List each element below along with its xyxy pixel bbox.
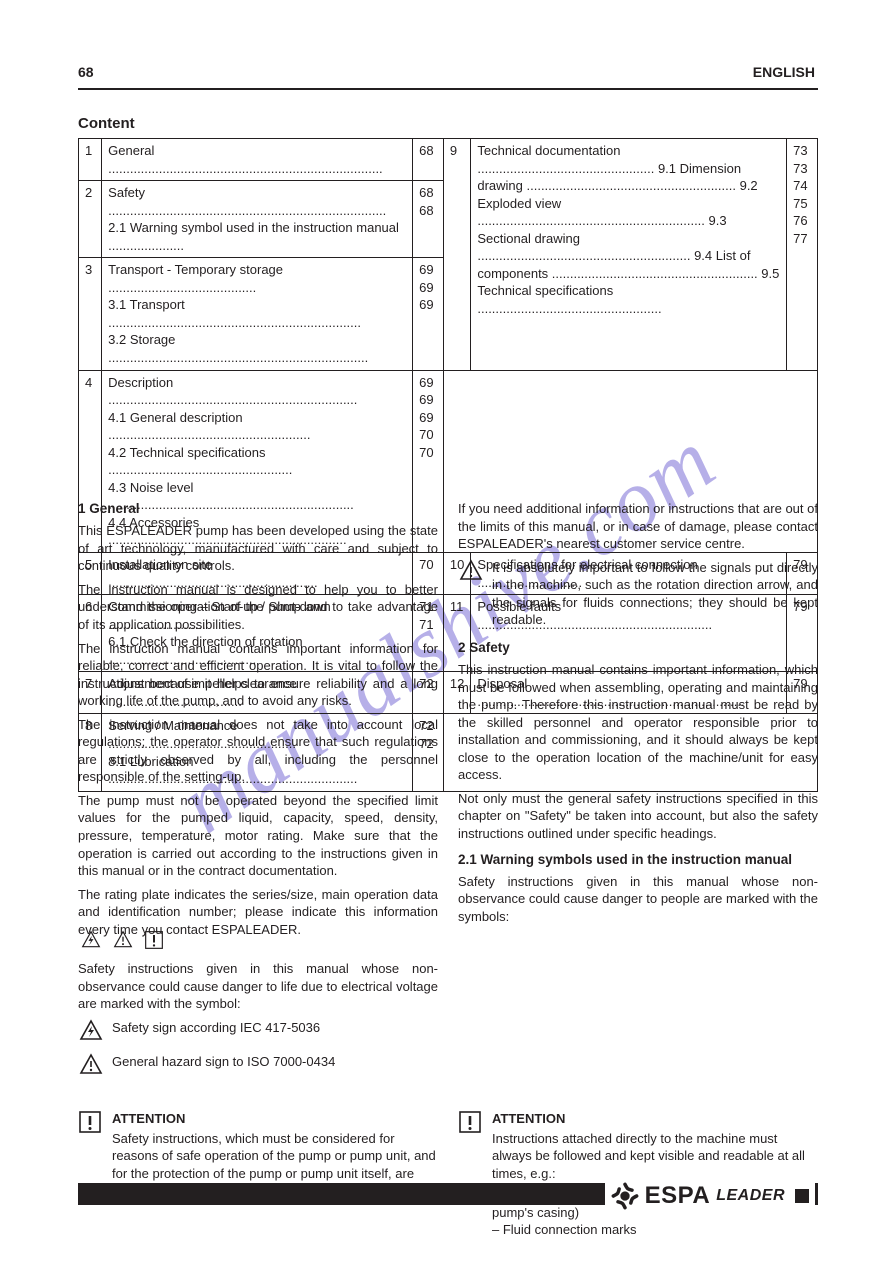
paragraph: The instruction manual is designed to he… [78,581,438,634]
warning-text: It is absolutely important to follow the… [492,559,818,629]
section-title: 1 General [78,500,438,518]
attention-icon [142,930,166,950]
toc-page: 68 68 [413,181,444,258]
paragraph: The instruction manual does not take int… [78,716,438,786]
toc-num: 9 [443,139,470,371]
paragraph [78,930,438,950]
attention-icon [78,1110,102,1134]
page-number: 68 [78,64,94,80]
icon-caption: Safety sign according IEC 417-5036 [112,1019,438,1037]
attention-block-right: ATTENTION Instructions attached directly… [458,1110,818,1239]
paragraph: The pump must not be operated beyond the… [78,792,438,880]
toc-text: Safety .................................… [102,181,413,258]
attention-icon [458,1110,482,1134]
paragraph: Not only must the general safety instruc… [458,790,818,843]
brand-tagline: LEADER [716,1187,785,1205]
section-general-cont: If you need additional information or in… [458,500,818,931]
warning-icon [458,559,484,583]
toc-text: Technical documentation ................… [471,139,787,371]
toc-page: 68 [413,139,444,181]
attention-label: ATTENTION [492,1110,818,1128]
espa-swirl-icon [611,1182,639,1210]
brand-name: ESPA [645,1182,711,1210]
language-label: ENGLISH [753,64,815,80]
warning-icon [78,1053,104,1077]
toc-text: Transport - Temporary storage ..........… [102,258,413,370]
toc-num: 2 [79,181,102,258]
paragraph: Safety instructions given in this manual… [458,873,818,926]
warning-icon [110,930,136,950]
toc-page: 69 69 69 [413,258,444,370]
toc-num: 1 [79,139,102,181]
section-general: 1 General This ESPALEADER pump has been … [78,500,438,944]
attention-label: ATTENTION [112,1110,438,1128]
electric-hazard-icon [78,1019,104,1043]
content-heading: Content [78,115,135,132]
attention-text: Instructions attached directly to the ma… [492,1131,805,1181]
toc-page: 73 73 74 75 76 77 [787,139,818,371]
icon-caption: General hazard sign to ISO 7000-0434 [112,1053,438,1071]
paragraph: The instruction manual contains importan… [78,640,438,710]
brand-logo: ESPA LEADER [605,1179,815,1213]
paragraph: This ESPALEADER pump has been developed … [78,522,438,575]
header-rule [78,88,818,90]
subsection-title: 2.1 Warning symbols used in the instruct… [458,851,818,869]
toc-num: 3 [79,258,102,370]
toc-text: General ................................… [102,139,413,181]
brand-end-block [795,1189,809,1203]
section-title: 2 Safety [458,639,818,657]
electric-hazard-icon [78,930,104,950]
paragraph: This instruction manual contains importa… [458,661,818,784]
symbol-legend: Safety instructions given in this manual… [78,930,438,1087]
paragraph: If you need additional information or in… [458,500,818,553]
paragraph: Safety instructions given in this manual… [78,960,438,1013]
